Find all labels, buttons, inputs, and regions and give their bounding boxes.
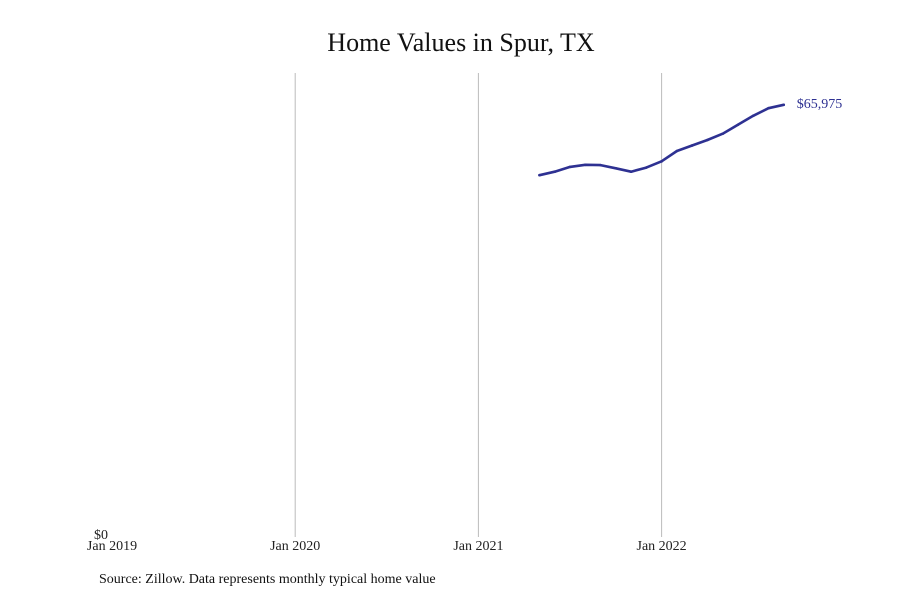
data-point: [553, 170, 557, 174]
x-tick-label: Jan 2020: [270, 539, 320, 554]
x-tick-label: Jan 2022: [637, 539, 687, 554]
data-point: [721, 132, 724, 136]
source-note: Source: Zillow. Data represents monthly …: [99, 572, 436, 587]
y-tick-label: $0: [94, 528, 108, 543]
end-value-label: $65,975: [797, 97, 843, 112]
data-point: [736, 123, 740, 127]
data-point: [751, 114, 755, 118]
data-point: [645, 166, 648, 169]
data-point: [599, 163, 602, 167]
data-point: [538, 173, 541, 177]
series-line-layer: $65,975: [538, 97, 843, 177]
data-point: [675, 149, 679, 153]
x-tick-label: Jan 2021: [453, 539, 503, 554]
data-point: [706, 138, 709, 142]
data-point: [660, 160, 663, 163]
data-point: [782, 103, 786, 107]
data-point: [614, 166, 618, 170]
data-point: [583, 163, 587, 167]
data-point: [690, 144, 694, 147]
data-point: [629, 170, 633, 174]
data-point: [568, 165, 572, 169]
axis-labels: Jan 2019 Jan 2020 Jan 2021 Jan 2022 $0: [87, 528, 687, 554]
data-point: [767, 106, 770, 110]
chart-title: Home Values in Spur, TX: [327, 28, 595, 57]
x-tick-label: Jan 2019: [87, 539, 137, 554]
grid-lines: [294, 73, 663, 537]
